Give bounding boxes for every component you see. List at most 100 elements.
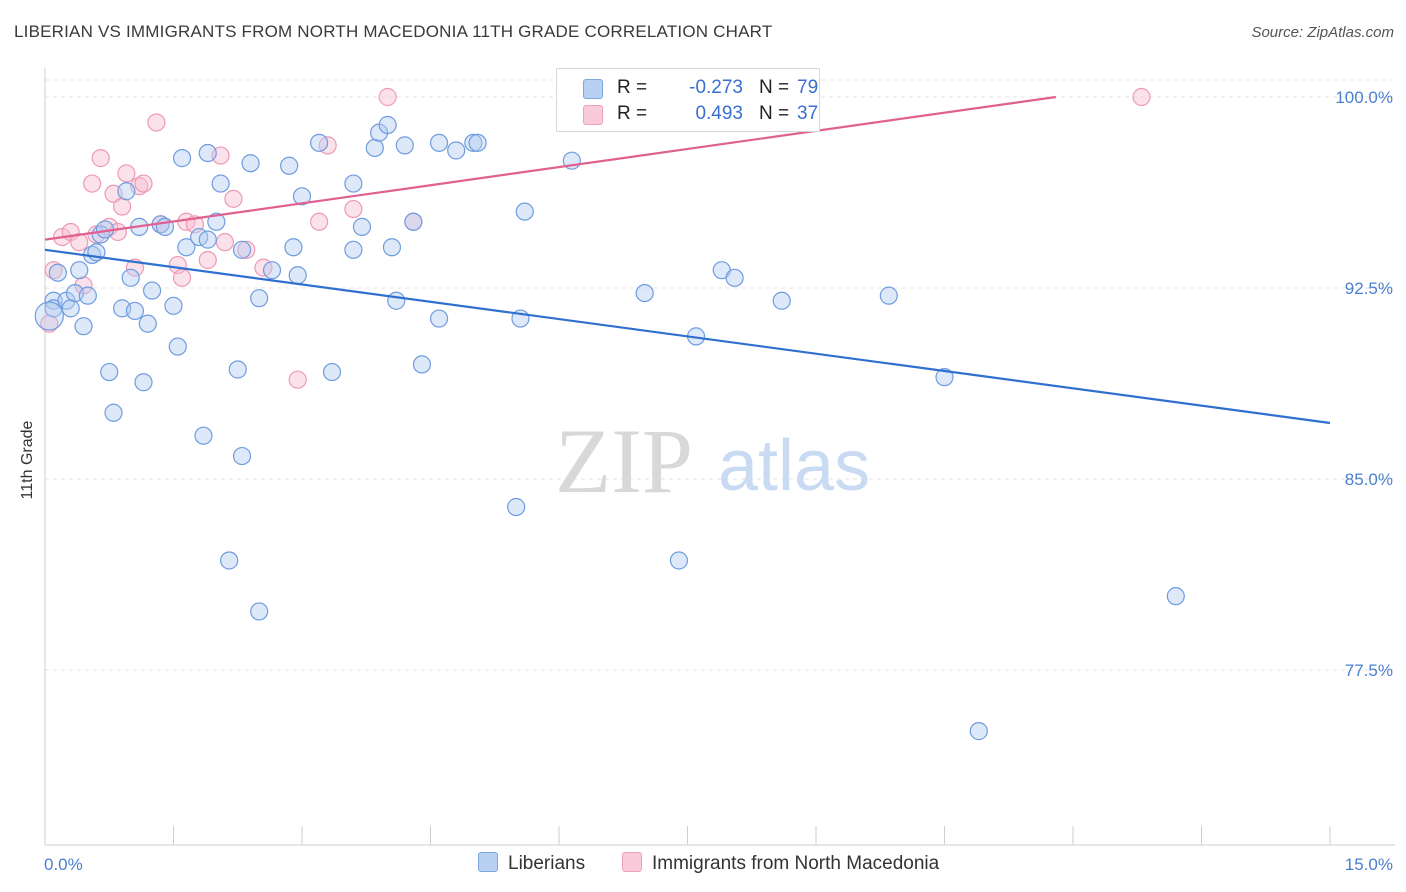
liberians-point: [352, 217, 372, 236]
n-label: N =: [759, 77, 790, 98]
liberians-point: [879, 286, 898, 305]
north-macedonia-point: [237, 240, 256, 259]
liberians-point: [468, 133, 487, 152]
liberians-point: [168, 337, 187, 356]
liberians-point: [344, 174, 363, 193]
n-value: 79: [797, 77, 819, 98]
liberians-point: [292, 187, 312, 206]
liberians-point: [74, 317, 93, 336]
n-label: N =: [759, 103, 790, 124]
north-macedonia-point: [83, 174, 102, 193]
liberians-point: [241, 154, 260, 173]
axes: [44, 68, 1395, 846]
liberians-point: [142, 281, 162, 300]
liberians-point: [429, 133, 449, 152]
liberians-point: [207, 212, 226, 231]
liberians-point: [515, 202, 534, 221]
liberians-point: [134, 373, 153, 392]
liberians-point: [262, 261, 282, 280]
liberians-legend-swatch: [478, 852, 498, 872]
liberians-point: [378, 115, 397, 135]
liberians-point: [164, 296, 183, 315]
liberians-point: [412, 355, 432, 374]
r-label: R =: [617, 77, 648, 98]
bottom-legend-north-macedonia: Immigrants from North Macedonia: [622, 852, 939, 875]
x-tick-label: 15.0%: [1345, 855, 1393, 874]
liberians-point: [70, 261, 89, 280]
north-macedonia-point: [344, 199, 363, 219]
liberians-point: [104, 403, 123, 422]
liberians-point: [395, 136, 414, 155]
r-value: -0.273: [689, 77, 743, 98]
liberians-point: [250, 289, 269, 308]
liberians-point: [121, 268, 140, 287]
liberians-point: [344, 240, 363, 259]
liberians-point: [232, 240, 252, 259]
watermark: ZIP atlas: [555, 410, 870, 512]
liberians-point: [404, 212, 423, 231]
liberians-point: [211, 174, 230, 193]
north-macedonia-point: [172, 268, 192, 287]
liberians-point: [464, 133, 483, 152]
liberians-point: [172, 149, 192, 168]
north-macedonia-point: [198, 250, 217, 270]
liberians-point: [365, 138, 384, 158]
y-tick-label: 92.5%: [1345, 279, 1393, 298]
y-tick-label: 77.5%: [1345, 661, 1393, 680]
liberians-point: [429, 309, 449, 328]
trend-lines: [44, 95, 1331, 425]
liberians-point: [177, 238, 196, 257]
n-value: 37: [797, 103, 819, 124]
liberians-point: [61, 299, 80, 318]
liberians-point: [198, 143, 217, 163]
liberians-point: [280, 156, 299, 175]
north-macedonia-point: [215, 233, 234, 252]
chart-title: LIBERIAN VS IMMIGRANTS FROM NORTH MACEDO…: [14, 22, 773, 41]
liberians-point: [125, 301, 145, 321]
series-liberians-points: [34, 115, 1185, 741]
liberians-swatch: [583, 79, 603, 99]
liberians-point: [34, 301, 64, 331]
series-north-macedonia-points: [40, 87, 1151, 389]
liberians-point: [322, 362, 342, 382]
north-macedonia-point: [117, 164, 136, 183]
liberians-point: [48, 263, 67, 282]
y-tick-label: 100.0%: [1335, 88, 1393, 107]
y-tick-label: 85.0%: [1345, 470, 1393, 489]
r-value: 0.493: [695, 103, 743, 124]
north-macedonia-point: [288, 370, 307, 389]
north-macedonia-point: [134, 174, 153, 193]
liberians-point: [78, 286, 97, 305]
north-macedonia-legend-label: Immigrants from North Macedonia: [652, 853, 940, 874]
source-label: Source: ZipAtlas.com: [1251, 24, 1394, 41]
liberians-point: [194, 426, 213, 445]
liberians-point: [935, 368, 954, 387]
liberians-legend-label: Liberians: [508, 853, 586, 874]
liberians-point: [635, 283, 654, 303]
north-macedonia-legend-swatch: [622, 852, 642, 872]
liberians-point: [310, 133, 329, 152]
liberians-point: [220, 551, 239, 570]
watermark-atlas: atlas: [718, 426, 870, 506]
north-macedonia-point: [91, 149, 110, 168]
liberians-point: [138, 314, 157, 333]
north-macedonia-point: [224, 189, 243, 208]
north-macedonia-trend-line: [44, 95, 1057, 241]
north-macedonia-swatch: [583, 105, 603, 125]
tick-labels: 77.5% 85.0% 92.5% 100.0% 0.0% 15.0%: [44, 88, 1393, 874]
liberians-point: [100, 362, 119, 382]
liberians-point: [284, 238, 303, 257]
north-macedonia-point: [70, 233, 89, 252]
correlation-legend: R = -0.273 N = 79 R = 0.493 N = 37: [556, 68, 820, 132]
liberians-point: [669, 551, 689, 570]
liberians-point: [117, 182, 136, 201]
watermark-zip: ZIP: [555, 410, 693, 512]
r-label: R =: [617, 103, 648, 124]
liberians-point: [228, 360, 247, 379]
north-macedonia-point: [112, 197, 132, 216]
liberians-point: [232, 446, 252, 466]
liberians-trend-line: [44, 248, 1331, 425]
liberians-point: [725, 268, 744, 287]
liberians-point: [772, 291, 791, 310]
liberians-point: [288, 266, 307, 285]
